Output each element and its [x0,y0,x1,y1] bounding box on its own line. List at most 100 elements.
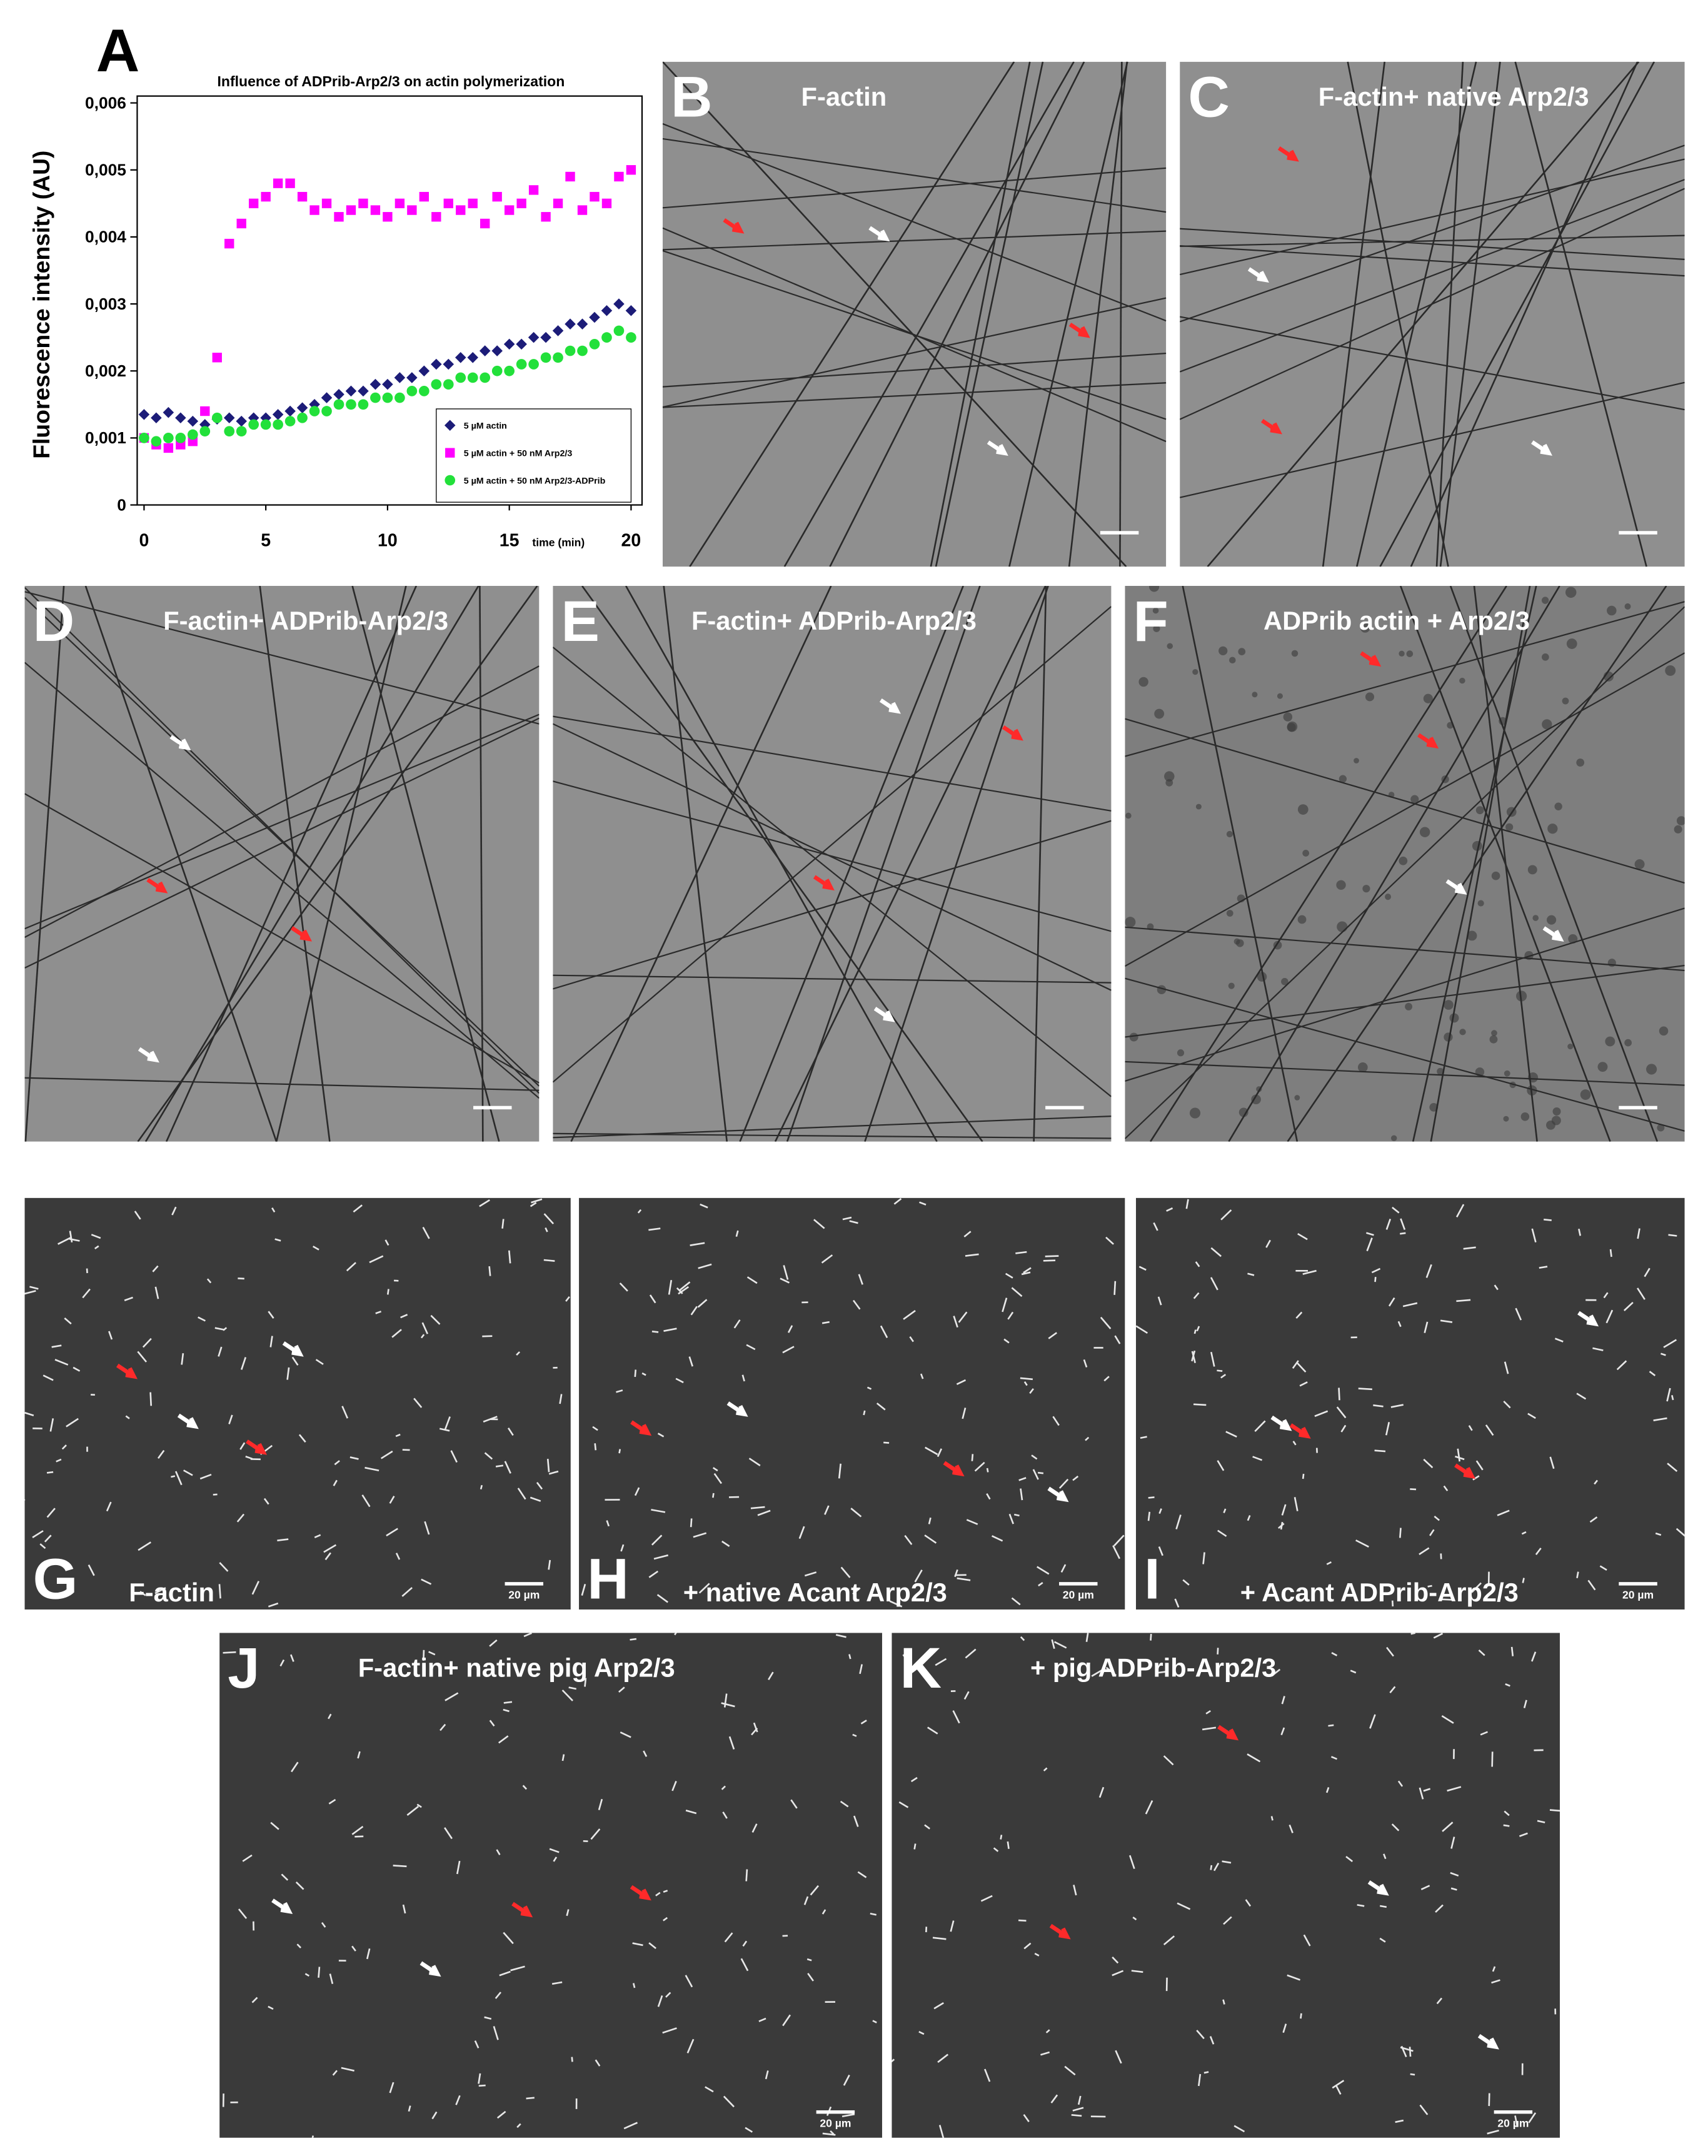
particle [1646,1064,1657,1074]
point [333,389,344,400]
point [163,407,174,418]
panel-caption: F-actin+ ADPrib-Arp2/3 [691,606,977,635]
y-tick-label: 0,001 [85,428,126,447]
particle [1567,638,1577,649]
particle [1476,806,1484,814]
filament [1018,1920,1026,1921]
point [273,420,283,430]
scale-bar [1100,531,1138,534]
filament [318,1967,319,1977]
filament [47,1472,53,1473]
particle [1677,816,1686,825]
filament [1492,1751,1493,1766]
scale-bar [505,1582,543,1585]
point [383,393,393,403]
filament [503,1219,504,1228]
particle [1491,1030,1497,1036]
legend-marker [445,475,455,486]
point [298,192,307,201]
filament [849,1655,850,1659]
filament [504,1702,512,1703]
particle [1547,915,1556,925]
filament [1150,1634,1151,1641]
filament [1328,1725,1334,1726]
filament [633,1983,635,1988]
point [467,352,478,363]
particle [1625,603,1631,610]
particle [1154,709,1164,719]
filament [1303,1474,1304,1479]
particle [1284,712,1293,722]
y-tick-label: 0,004 [85,228,126,246]
y-tick-label: 0,006 [85,93,126,112]
point [602,199,611,208]
point [553,325,564,336]
point [541,212,550,221]
point [346,399,356,410]
point [528,332,540,343]
particle [1624,1039,1632,1047]
point [394,393,405,403]
x-tick-label: 0 [139,530,149,550]
point [151,412,162,423]
filament [1148,1497,1155,1498]
particle [1391,1136,1397,1141]
scale-bar [1619,1582,1657,1585]
micrograph-image [1180,62,1685,567]
point [455,352,466,363]
filament [1204,2072,1208,2073]
scale-bar-label: 20 µm [820,2117,851,2129]
panel-letter: J [228,1636,259,1700]
point [491,345,503,356]
panel-letter: E [561,589,600,653]
x-tick-label: 10 [378,530,398,550]
point [565,346,576,356]
point [358,386,369,397]
filament [548,1459,549,1472]
particle [1165,779,1173,787]
x-tick-label: 15 [500,530,520,550]
particle [1598,1062,1608,1072]
point [505,205,514,214]
particle [1565,587,1576,598]
particle [1354,758,1359,763]
point [626,165,636,174]
filament [1148,1512,1150,1521]
y-tick-label: 0,005 [85,161,126,179]
particle [1399,651,1404,657]
micrograph-content [24,586,539,1142]
scale-bar-label: 20 µm [508,1588,540,1601]
point [164,443,173,453]
scale-bar-label: 20 µm [1497,2117,1529,2129]
particle [1490,1035,1498,1044]
filament [496,1466,503,1467]
particle [1238,648,1245,655]
point [455,373,466,383]
point [224,426,234,436]
point [590,339,600,350]
particle [1229,657,1236,664]
particle [1362,885,1370,892]
point [395,199,404,208]
filament [572,2057,573,2062]
point [200,406,209,416]
filament [1272,1816,1273,1821]
filament [1523,1578,1524,1583]
filament [1550,1810,1563,1811]
panel-caption: + Acant ADPrib-Arp2/3 [1240,1578,1519,1607]
micrograph-image [892,1633,1560,2138]
particle [1562,698,1569,705]
legend-marker [445,448,455,457]
particle [1576,758,1584,767]
filament [1504,1825,1510,1826]
scale-bar [1059,1582,1097,1585]
legend-label: 5 µM actin + 50 nM Arp2/3-ADPrib [464,476,606,486]
point [273,409,284,420]
filament [1577,1572,1578,1578]
micrograph: K+ pig ADPrib-Arp2/320 µm [889,1633,1562,2138]
point [371,205,380,214]
point [553,352,563,363]
